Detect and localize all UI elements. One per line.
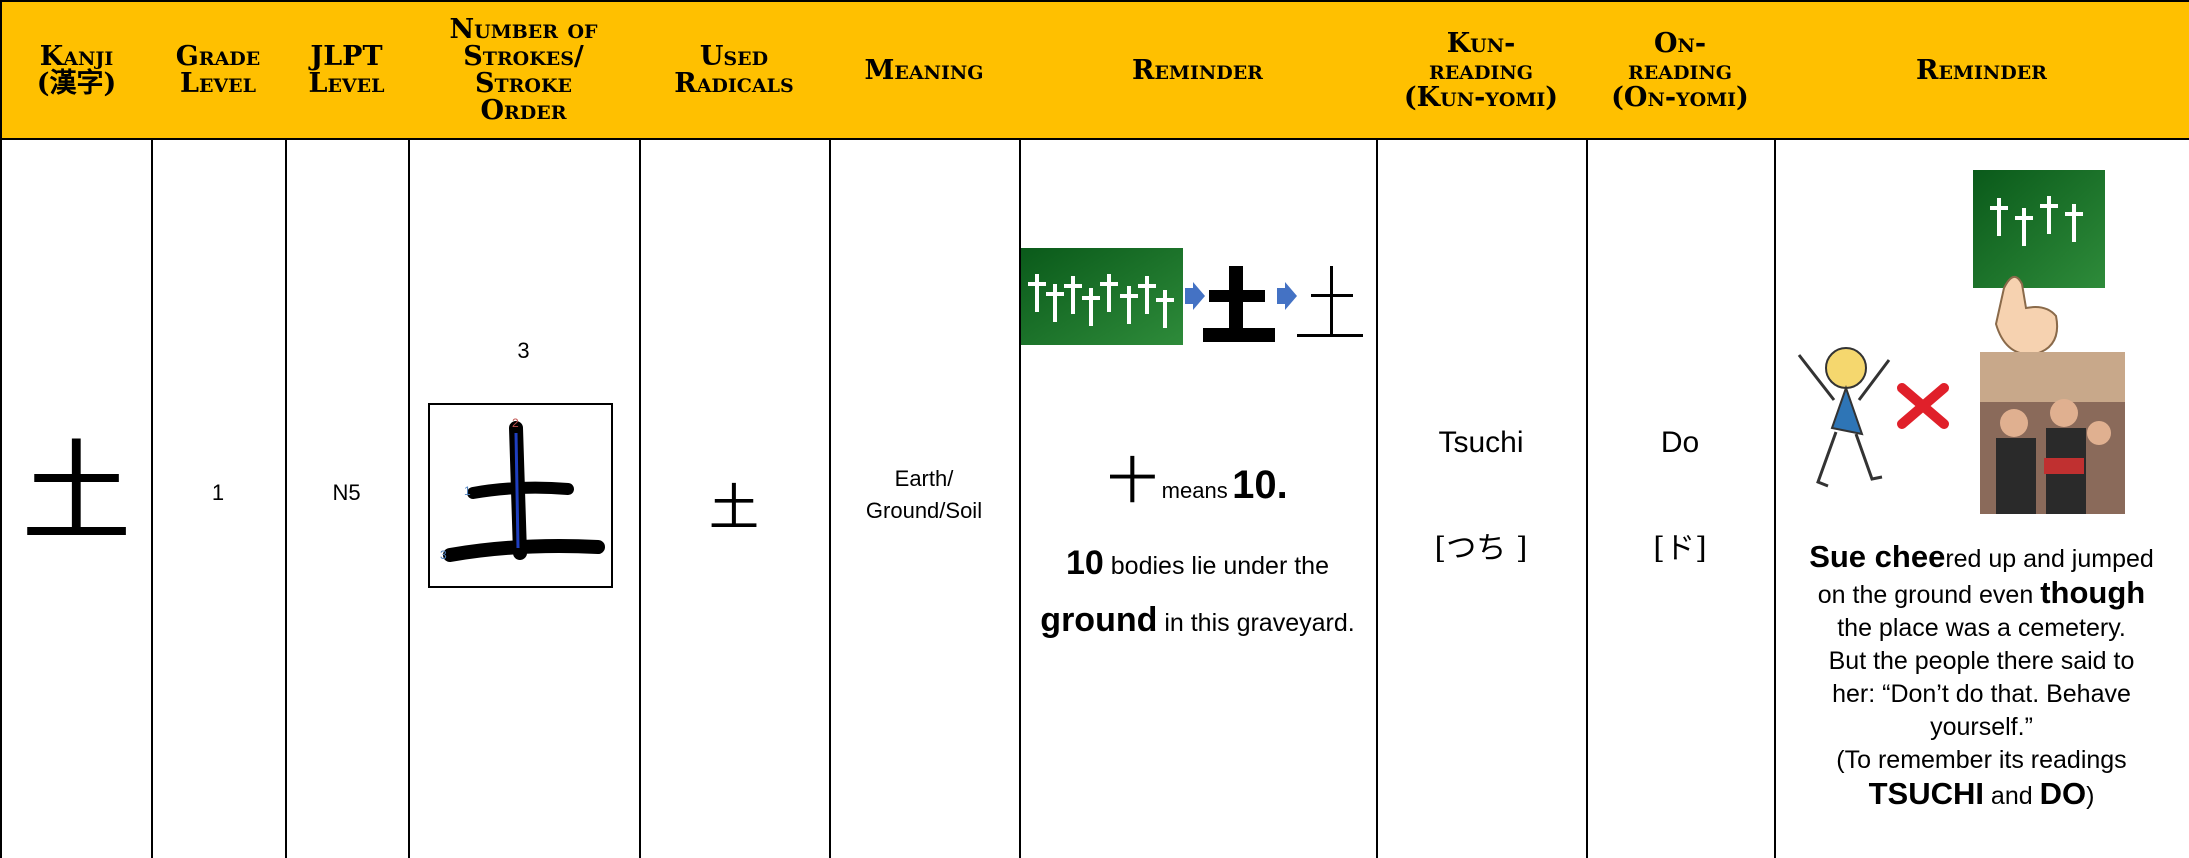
text-segment: bodies lie under the — [1103, 552, 1329, 580]
stroke-number: 1 — [464, 484, 471, 498]
jlpt: N5 — [332, 480, 361, 505]
text-segment: in this graveyard. — [1157, 609, 1355, 637]
cell: Tsuchi [つち ] — [1376, 138, 1588, 858]
header-cell: Meaning — [829, 0, 1021, 140]
header-line: JLPT — [310, 41, 383, 72]
text: means — [1161, 478, 1228, 503]
text-segment: ground — [1040, 601, 1158, 639]
line: her: “Don’t do that. Behave — [1774, 678, 2189, 711]
reminder-line: 十 means 10. — [1019, 456, 1376, 519]
stroke-number: 3 — [440, 548, 447, 562]
meaning-line: Ground/Soil — [865, 498, 983, 523]
on-romaji: Do — [1660, 426, 1700, 459]
radical: 土 — [709, 479, 759, 537]
cell: Do [ド] — [1586, 138, 1776, 858]
text-segment: though — [2040, 575, 2146, 610]
cell: Earth/ Ground/Soil — [829, 138, 1021, 858]
header-line: reading — [1628, 54, 1732, 86]
cell: 十 means 10. 10 bodies lie under the groun… — [1019, 138, 1378, 858]
stroke-number: 2 — [512, 416, 519, 430]
stroke-count: 3 — [517, 338, 530, 363]
cell: 土 — [639, 138, 831, 858]
line: ground in this graveyard. — [1019, 595, 1376, 652]
meaning: Earth/ Ground/Soil — [829, 463, 1019, 527]
header-line: Kanji — [39, 41, 114, 72]
cell: N5 — [285, 138, 410, 858]
header-line: reading — [1429, 54, 1533, 86]
header-line: (漢字) — [36, 68, 117, 99]
line: on the ground even though — [1774, 576, 2189, 612]
header-line: Radicals — [674, 68, 794, 99]
text-segment: yourself.” — [1930, 713, 2033, 741]
header-cell: Reminder — [1774, 0, 2189, 140]
cell: 3 2 1 3 — [408, 138, 641, 858]
header-cell: Kun-reading (Kun-yomi) — [1376, 0, 1588, 140]
text-segment: 10 — [1066, 544, 1104, 582]
header-line: (On-yomi) — [1611, 81, 1749, 113]
header-line: Reminder — [1916, 54, 2047, 86]
header-cell: Used Radicals — [639, 0, 831, 140]
text-segment: ) — [2086, 782, 2095, 810]
grade: 1 — [211, 480, 225, 505]
meaning-line: Earth/ — [894, 466, 954, 491]
text-segment: and — [1983, 782, 2040, 810]
header-line: Strokes/ — [463, 41, 584, 72]
stroke-order-image: 2 1 3 — [428, 403, 613, 588]
text-segment: But the people there said to — [1828, 647, 2135, 675]
line: TSUCHI and DO) — [1774, 777, 2189, 813]
text-segment: DO — [2039, 776, 2087, 811]
header-cell: Kanji (漢字) — [0, 0, 153, 140]
kanji: 土 — [21, 429, 132, 557]
header-line: Used — [699, 41, 769, 72]
text-segment: (To remember its readings — [1836, 746, 2127, 774]
on-kana: [ド] — [1653, 531, 1707, 566]
header-line: Meaning — [864, 54, 984, 86]
kun-kana: [つち ] — [1434, 531, 1528, 566]
header-line: Kun- — [1446, 27, 1516, 59]
header-line: Reminder — [1132, 54, 1263, 86]
header-line: Stroke — [475, 68, 572, 99]
text-segment: her: “Don’t do that. Behave — [1832, 680, 2131, 708]
text-segment: TSUCHI — [1868, 776, 1984, 811]
text-segment: red up and jumped — [1945, 545, 2154, 573]
text-segment: on the ground even — [1817, 581, 2041, 609]
cell: Sue cheered up and jumped on the ground e… — [1774, 138, 2189, 858]
text-segment: Sue chee — [1809, 539, 1946, 574]
header-line: Level — [308, 68, 385, 99]
line: 10 bodies lie under the — [1019, 538, 1376, 595]
symbol: 十 — [1107, 452, 1158, 510]
header-cell: Reminder — [1019, 0, 1378, 140]
header-cell: Number of Strokes/Stroke Order — [408, 0, 641, 140]
line: But the people there said to — [1774, 645, 2189, 678]
header-line: Grade — [175, 41, 261, 72]
header-line: Level — [179, 68, 257, 99]
line: yourself.” — [1774, 711, 2189, 744]
reminder-text: Sue cheered up and jumped on the ground e… — [1774, 540, 2189, 813]
header-line: (Kun-yomi) — [1403, 81, 1559, 113]
header-cell: JLPT Level — [285, 0, 410, 140]
line: Sue cheered up and jumped — [1774, 540, 2189, 576]
text-segment: the place was a cemetery. — [1837, 614, 2126, 642]
header-line: Order — [480, 95, 567, 126]
line: the place was a cemetery. — [1774, 612, 2189, 645]
line: (To remember its readings — [1774, 744, 2189, 777]
cell: 1 — [151, 138, 287, 858]
header-line: On- — [1653, 27, 1707, 59]
header-cell: On-reading (On-yomi) — [1586, 0, 1776, 140]
reminder-image — [1797, 170, 2125, 514]
reminder-image — [1021, 248, 1363, 345]
cell: 土 — [0, 138, 153, 858]
kun-romaji: Tsuchi — [1438, 426, 1524, 459]
header-line: Number of — [449, 14, 598, 45]
reminder-text: 10 bodies lie under the ground in this gr… — [1019, 538, 1376, 652]
number: 10. — [1232, 463, 1288, 507]
header-cell: Grade Level — [151, 0, 287, 140]
